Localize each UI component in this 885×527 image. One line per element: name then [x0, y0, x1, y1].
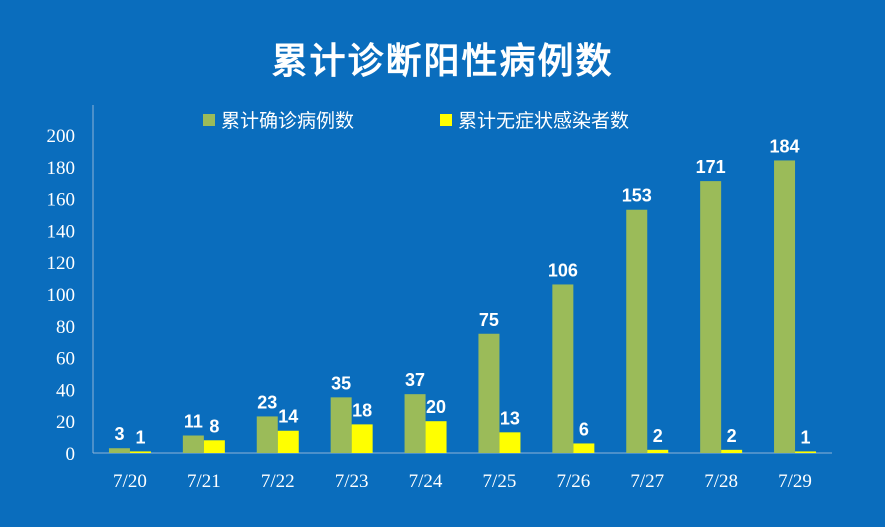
bar [203, 440, 225, 453]
data-label: 2 [727, 426, 737, 446]
bar [351, 424, 373, 453]
y-tick-label: 200 [47, 126, 76, 147]
x-tick-label: 7/22 [261, 471, 295, 492]
y-tick-label: 0 [66, 444, 76, 465]
legend-swatch [203, 113, 215, 126]
data-label: 6 [579, 419, 589, 439]
x-tick-label: 7/23 [335, 471, 369, 492]
bar [425, 421, 447, 453]
x-tick-label: 7/20 [113, 471, 147, 492]
data-label: 35 [331, 373, 351, 393]
bar [277, 430, 299, 453]
data-label: 1 [801, 427, 811, 447]
bar [626, 209, 648, 453]
data-label: 153 [622, 186, 652, 206]
bar [573, 443, 595, 453]
y-tick-label: 140 [47, 221, 76, 242]
y-tick-label: 180 [47, 158, 76, 179]
bar [182, 435, 204, 453]
bar [774, 160, 796, 453]
y-tick-label: 120 [47, 253, 76, 274]
bar [647, 449, 669, 453]
x-tick-label: 7/26 [556, 471, 590, 492]
bar [478, 333, 500, 453]
legend-item-confirmed: 累计确诊病例数 [203, 106, 354, 133]
data-label: 23 [257, 392, 277, 412]
bar [795, 451, 817, 453]
y-tick-label: 40 [56, 380, 75, 401]
legend-label: 累计确诊病例数 [221, 110, 355, 132]
x-tick-label: 7/21 [187, 471, 221, 492]
data-label: 20 [426, 397, 446, 417]
bar [721, 449, 743, 453]
data-label: 3 [114, 424, 124, 444]
x-tick-label: 7/27 [630, 471, 664, 492]
data-label: 13 [500, 408, 520, 428]
bar [404, 394, 426, 453]
data-label: 184 [770, 136, 800, 156]
y-tick-label: 160 [47, 190, 76, 211]
data-label: 171 [696, 157, 726, 177]
data-label: 106 [548, 260, 578, 280]
bar [256, 416, 278, 453]
data-label: 14 [278, 407, 298, 427]
legend-swatch [440, 113, 452, 126]
bar [330, 397, 352, 453]
data-label: 37 [405, 370, 425, 390]
x-tick-label: 7/29 [778, 471, 812, 492]
bar [700, 181, 722, 454]
x-tick-label: 7/25 [483, 471, 517, 492]
legend-label: 累计无症状感染者数 [458, 110, 630, 132]
y-tick-label: 60 [56, 349, 75, 370]
data-label: 18 [352, 400, 372, 420]
data-label: 2 [653, 426, 663, 446]
chart-title: 累计诊断阳性病例数 [271, 41, 614, 82]
x-tick-label: 7/24 [409, 471, 443, 492]
bar [499, 432, 521, 453]
bar [552, 284, 574, 453]
bar [129, 451, 151, 453]
y-tick-label: 80 [56, 317, 75, 338]
x-tick-label: 7/28 [704, 471, 738, 492]
y-tick-label: 20 [56, 412, 75, 433]
bar [108, 448, 130, 453]
data-label: 11 [184, 412, 203, 432]
data-label: 75 [479, 310, 499, 330]
data-label: 8 [209, 416, 219, 436]
data-label: 1 [135, 427, 145, 447]
y-tick-label: 100 [47, 285, 76, 306]
legend-item-asymptomatic: 累计无症状感染者数 [440, 106, 629, 133]
